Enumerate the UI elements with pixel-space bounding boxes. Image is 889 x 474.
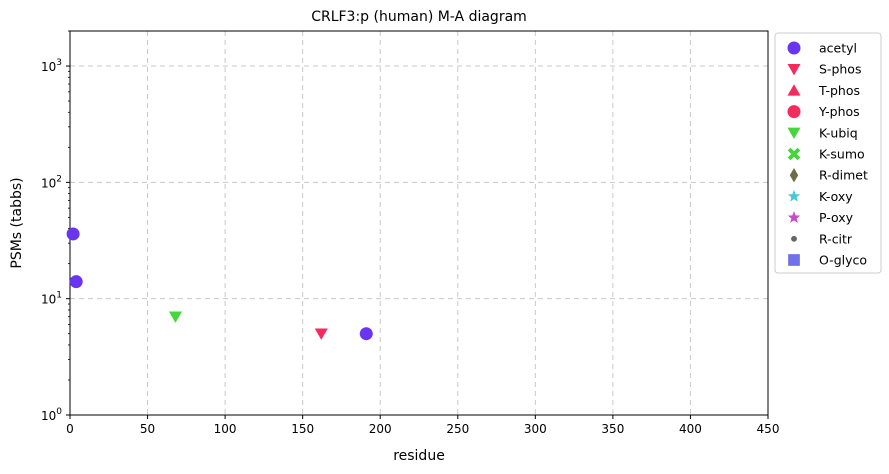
y-tick-exponent: 2 <box>56 174 62 184</box>
legend-marker-k-sumo <box>787 147 801 161</box>
legend-label: O-glyco <box>819 253 867 268</box>
data-points <box>66 227 373 341</box>
x-tick-label: 0 <box>66 422 74 436</box>
y-tick-base: 10 <box>41 293 56 307</box>
legend-marker-p-oxy <box>787 211 801 223</box>
x-axis-title: residue <box>393 448 445 464</box>
x-tick-label: 250 <box>446 422 469 436</box>
data-point-k-ubiq <box>168 311 182 323</box>
legend-marker-y-phos <box>787 105 801 119</box>
legend-marker-r-dimet <box>789 168 799 183</box>
legend-label: T-phos <box>818 83 860 98</box>
legend-label: K-sumo <box>819 147 865 162</box>
x-tick-label: 300 <box>524 422 547 436</box>
y-tick-exponent: 3 <box>56 58 62 68</box>
data-point-acetyl <box>69 275 83 289</box>
legend-marker-k-ubiq <box>787 127 801 139</box>
y-tick-label: 100 <box>41 407 62 423</box>
legend-marker-k-sumo-stroke <box>787 147 801 161</box>
legend-marker-k-oxy <box>787 189 801 202</box>
legend-label: K-oxy <box>819 189 853 204</box>
y-axis-title: PSMs (tabbs) <box>9 177 25 268</box>
x-axis: 0 50 100 150 200 250 300 350 400 450 <box>66 415 779 436</box>
legend-label: R-dimet <box>819 168 868 183</box>
data-point-s-phos <box>314 328 328 340</box>
legend-marker-r-citr <box>791 235 797 242</box>
x-tick-label: 200 <box>369 422 392 436</box>
x-tick-label: 350 <box>601 422 624 436</box>
x-tick-label: 100 <box>214 422 237 436</box>
x-tick-label: 450 <box>757 422 780 436</box>
chart-title: CRLF3:p (human) M-A diagram <box>311 9 527 25</box>
legend-label: S-phos <box>819 62 861 77</box>
x-tick-label: 150 <box>291 422 314 436</box>
y-tick-exponent: 0 <box>56 407 62 417</box>
y-tick-base: 10 <box>41 409 56 423</box>
grid-lines <box>70 31 768 415</box>
legend-marker-t-phos <box>787 84 801 96</box>
legend-label: acetyl <box>819 41 857 56</box>
x-tick-label: 50 <box>140 422 155 436</box>
legend: acetyl S-phos T-phos Y-phos K-ubiq K-sumo R-di… <box>774 32 882 274</box>
data-point-acetyl <box>359 327 373 341</box>
legend-label: P-oxy <box>819 210 854 225</box>
plot-area <box>69 30 769 416</box>
y-tick-exponent: 1 <box>56 291 62 301</box>
legend-marker-o-glyco <box>788 254 800 266</box>
data-point-acetyl <box>66 227 80 241</box>
legend-marker-acetyl <box>787 41 801 55</box>
y-tick-base: 10 <box>41 60 56 74</box>
legend-label: K-ubiq <box>819 125 858 140</box>
y-tick-base: 10 <box>41 176 56 190</box>
y-tick-label: 102 <box>41 174 62 190</box>
x-tick-label: 400 <box>679 422 702 436</box>
legend-label: Y-phos <box>818 104 860 119</box>
legend-label: R-citr <box>819 231 853 246</box>
y-tick-label: 103 <box>41 58 62 74</box>
legend-frame <box>774 32 882 274</box>
y-tick-label: 101 <box>41 291 62 307</box>
legend-marker-s-phos <box>787 64 801 76</box>
